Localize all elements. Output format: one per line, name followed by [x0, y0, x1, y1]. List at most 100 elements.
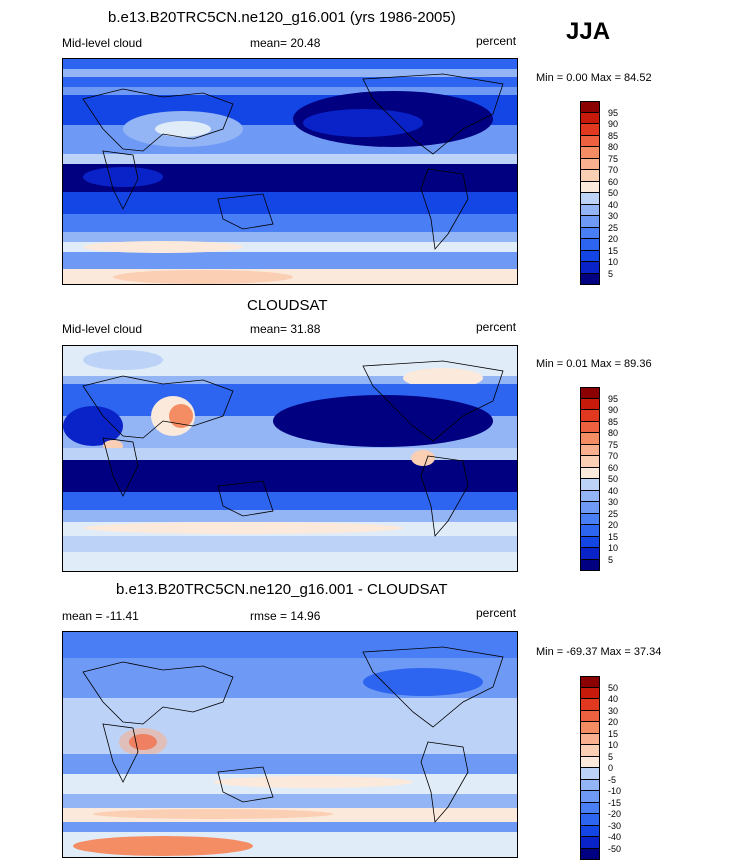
colorbar-swatch — [580, 239, 600, 251]
colorbar-level-label: -30 — [608, 820, 622, 831]
panel-3-rmse-label: rmse = 14.96 — [250, 609, 321, 623]
colorbar-swatch — [580, 490, 600, 502]
colorbar-level-label: 15 — [608, 245, 619, 256]
panel-3-map — [62, 631, 518, 858]
colorbar-level-label: -15 — [608, 797, 622, 808]
colorbar-level-label: 80 — [608, 142, 619, 152]
panel-2-units-label: percent — [476, 320, 517, 334]
colorbar-swatch — [580, 216, 600, 228]
colorbar-swatch — [580, 513, 600, 525]
colorbar-swatch — [580, 768, 600, 780]
colorbar-swatch — [580, 398, 600, 410]
panel-2-title: CLOUDSAT — [247, 297, 328, 314]
panel-3-minmax: Min = -69.37 Max = 37.34 — [536, 646, 662, 658]
colorbar-swatch — [580, 204, 600, 216]
colorbar-swatch — [580, 112, 600, 124]
colorbar-swatch — [580, 421, 600, 433]
colorbar-swatch — [580, 814, 600, 826]
colorbar-swatch — [580, 181, 600, 193]
panel-1-map — [62, 58, 518, 285]
panel-1-variable-label: Mid-level cloud — [62, 36, 143, 50]
colorbar-level-label: 15 — [608, 728, 619, 739]
colorbar-swatch — [580, 444, 600, 456]
colorbar-level-label: 95 — [608, 393, 619, 404]
colorbar-swatch — [580, 456, 600, 468]
colorbar-swatch — [580, 837, 600, 849]
colorbar-level-label: 40 — [608, 694, 619, 704]
colorbar-swatch — [580, 756, 600, 768]
colorbar-swatch — [580, 502, 600, 514]
colorbar-swatch — [580, 536, 600, 548]
colorbar-level-label: 25 — [608, 222, 619, 233]
colorbar-level-label: 75 — [608, 153, 619, 164]
colorbar-swatch — [580, 147, 600, 159]
colorbar-level-label: 25 — [608, 508, 619, 519]
colorbar-swatch — [580, 433, 600, 445]
colorbar-swatch — [580, 699, 600, 711]
colorbar-swatch — [580, 791, 600, 803]
colorbar-swatch — [580, 525, 600, 537]
colorbar-swatch — [580, 227, 600, 239]
colorbar-swatch — [580, 710, 600, 722]
colorbar-level-label: 50 — [608, 188, 619, 198]
colorbar-level-label: -50 — [608, 843, 622, 854]
panel-2-map — [62, 345, 518, 572]
panel-1-minmax: Min = 0.00 Max = 84.52 — [536, 72, 652, 84]
colorbar-swatch — [580, 273, 600, 285]
colorbar-level-label: 50 — [608, 474, 619, 484]
colorbar-swatch — [580, 802, 600, 814]
colorbar-level-label: 85 — [608, 416, 619, 427]
colorbar-level-label: 10 — [608, 257, 619, 267]
colorbar-level-label: 30 — [608, 497, 619, 507]
panel-1-map-svg — [63, 59, 517, 284]
colorbar-swatch — [580, 170, 600, 182]
colorbar-swatch — [580, 124, 600, 136]
panel-2-variable-label: Mid-level cloud — [62, 322, 143, 336]
colorbar-swatch — [580, 779, 600, 791]
panel-2-minmax: Min = 0.01 Max = 89.36 — [536, 358, 652, 370]
colorbar-swatch — [580, 687, 600, 699]
panel-3-mean-label: mean = -11.41 — [62, 609, 139, 623]
colorbar-swatch — [580, 745, 600, 757]
colorbar-level-label: 10 — [608, 740, 619, 750]
colorbar-level-label: 60 — [608, 462, 619, 473]
panel-3-units-label: percent — [476, 606, 517, 620]
panel-2-mean-label: mean= 31.88 — [250, 322, 321, 336]
colorbar-swatch — [580, 479, 600, 491]
colorbar-swatch — [580, 387, 600, 399]
colorbar-swatch — [580, 158, 600, 170]
panel-2-colorbar: 95 90 85 80 75 70 60 50 40 30 25 20 15 10 5 — [580, 387, 618, 571]
panel-3-map-svg — [63, 632, 517, 857]
colorbar-level-label: 75 — [608, 439, 619, 450]
colorbar-level-label: 30 — [608, 705, 619, 716]
colorbar-level-label: 60 — [608, 176, 619, 187]
colorbar-swatch — [580, 825, 600, 837]
colorbar-swatch — [580, 262, 600, 274]
colorbar-swatch — [580, 559, 600, 571]
panel-1-mean-label: mean= 20.48 — [250, 36, 321, 50]
colorbar-swatch — [580, 722, 600, 734]
panel-1-units-label: percent — [476, 34, 517, 48]
colorbar-level-label: 10 — [608, 543, 619, 553]
colorbar-level-label: 30 — [608, 211, 619, 221]
colorbar-swatch — [580, 410, 600, 422]
colorbar-swatch — [580, 848, 600, 860]
colorbar-level-label: 70 — [608, 451, 619, 461]
colorbar-level-label: 50 — [608, 682, 619, 693]
colorbar-level-label: 90 — [608, 119, 619, 129]
colorbar-swatch — [580, 193, 600, 205]
colorbar-level-label: 5 — [608, 554, 614, 565]
colorbar-level-label: 5 — [608, 268, 614, 279]
colorbar-level-label: 20 — [608, 717, 619, 727]
colorbar-swatch — [580, 467, 600, 479]
colorbar-level-label: 85 — [608, 130, 619, 141]
colorbar-level-label: 5 — [608, 751, 614, 762]
colorbar-level-label: 20 — [608, 234, 619, 244]
colorbar-level-label: 80 — [608, 428, 619, 438]
colorbar-level-label: -5 — [608, 774, 617, 785]
colorbar-level-label: 40 — [608, 485, 619, 496]
panel-1-title: b.e13.B20TRC5CN.ne120_g16.001 (yrs 1986-… — [108, 9, 456, 26]
season-label: JJA — [566, 18, 611, 45]
colorbar-level-label: -20 — [608, 809, 622, 819]
panel-2-map-svg — [63, 346, 517, 571]
